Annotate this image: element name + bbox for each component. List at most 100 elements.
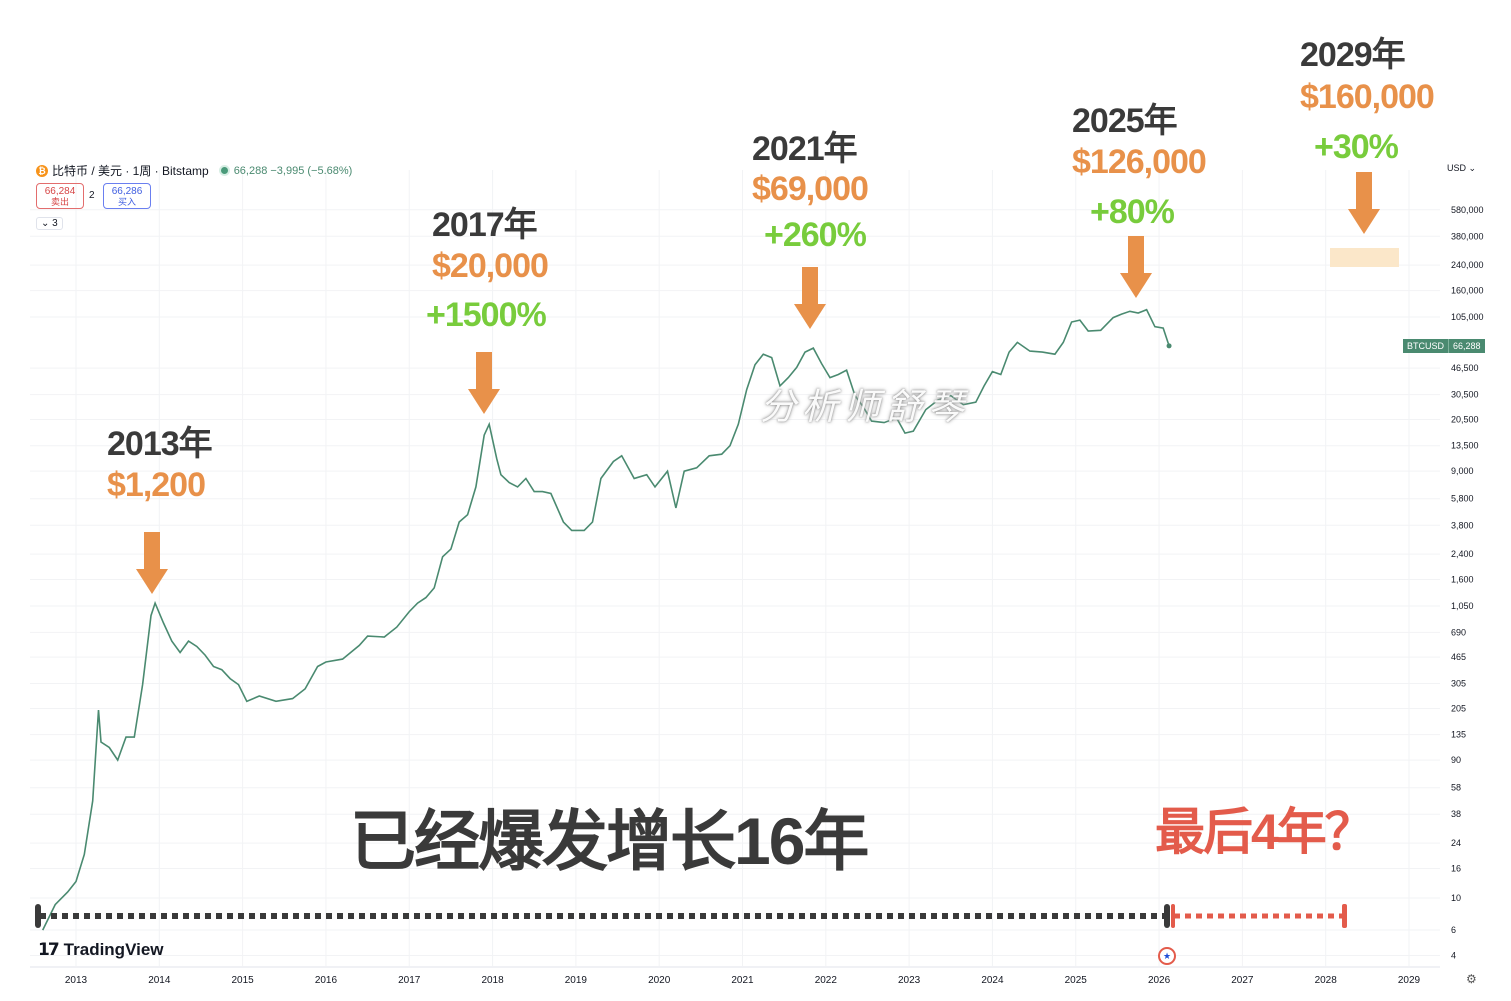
label-price-2013: $1,200	[107, 466, 206, 504]
last-price-point	[1166, 343, 1172, 349]
y-tick-label: 24	[1451, 838, 1461, 848]
y-tick-label: 240,000	[1451, 260, 1484, 270]
currency-selector[interactable]: USD ⌄	[1447, 163, 1477, 173]
buy-button[interactable]: 66,286 买入	[103, 183, 151, 209]
sell-label: 卖出	[50, 197, 69, 207]
timeline-future-start-cap	[1171, 904, 1175, 928]
y-tick-label: 2,400	[1451, 549, 1474, 559]
label-year-2029: 2029年	[1300, 36, 1406, 74]
label-growth-2029: +30%	[1314, 128, 1399, 166]
x-tick-label: 2022	[815, 975, 838, 986]
arrow-2017	[468, 352, 500, 414]
x-tick-label: 2019	[565, 975, 588, 986]
y-tick-label: 160,000	[1451, 286, 1484, 296]
watermark: 分析师舒琴	[760, 387, 971, 428]
x-tick-label: 2026	[1148, 975, 1171, 986]
y-tick-label: 380,000	[1451, 231, 1484, 241]
label-price-2025: $126,000	[1072, 143, 1207, 181]
symbol-header[interactable]: ₿ 比特币 / 美元 · 1周 · Bitstamp 66,288 −3,995…	[36, 162, 352, 179]
y-tick-label: 1,050	[1451, 601, 1474, 611]
tradingview-logo-icon: 𝟭𝟳	[38, 940, 60, 959]
currency-label: USD	[1447, 163, 1467, 173]
price-change: 66,288 −3,995 (−5.68%)	[233, 164, 353, 177]
x-tick-label: 2029	[1398, 975, 1421, 986]
label-year-2013: 2013年	[107, 425, 213, 463]
x-tick-label: 2028	[1315, 975, 1338, 986]
y-tick-label: 3,800	[1451, 520, 1474, 530]
x-axis: 2013 2014 2015 2016 2017 2018 2019 2020 2021 2022…	[65, 975, 1421, 986]
tradingview-logo[interactable]: 𝟭𝟳 TradingView	[38, 940, 164, 960]
arrow-2013	[136, 532, 168, 594]
x-tick-label: 2015	[232, 975, 255, 986]
grid-lines	[30, 170, 1440, 966]
label-growth-2017: +1500%	[426, 296, 547, 334]
x-tick-label: 2017	[398, 975, 421, 986]
y-tick-label: 20,500	[1451, 415, 1479, 425]
label-growth-2025: +80%	[1090, 193, 1175, 231]
x-tick-label: 2024	[981, 975, 1004, 986]
y-tick-label: 6	[1451, 925, 1456, 935]
y-tick-label: 105,000	[1451, 312, 1484, 322]
label-growth-2021: +260%	[764, 216, 867, 254]
label-year-2021: 2021年	[752, 130, 858, 168]
y-tick-label: 30,500	[1451, 390, 1479, 400]
future-title: 最后4年？	[1155, 804, 1375, 860]
bitcoin-icon: ₿	[36, 164, 48, 177]
ticker-symbol: BTCUSD	[1407, 341, 1445, 351]
y-tick-label: 690	[1451, 627, 1466, 637]
market-status-icon	[218, 165, 230, 176]
y-tick-label: 90	[1451, 755, 1461, 765]
buy-price: 66,286	[111, 186, 143, 197]
y-tick-label: 135	[1451, 730, 1466, 740]
label-price-2029: $160,000	[1300, 78, 1435, 116]
main-title: 已经爆发增长16年	[350, 804, 869, 878]
timeline-now-cap	[1164, 904, 1170, 928]
collapse-indicators-button[interactable]: ⌄ 3	[36, 217, 63, 230]
y-tick-label: 16	[1451, 864, 1461, 874]
arrow-2021	[794, 267, 826, 329]
label-price-2017: $20,000	[432, 247, 549, 285]
ticker-price: 66,288	[1448, 339, 1485, 353]
x-tick-label: 2016	[315, 975, 338, 986]
x-tick-label: 2020	[648, 975, 671, 986]
y-tick-label: 46,500	[1451, 363, 1479, 373]
label-price-2021: $69,000	[752, 170, 869, 208]
price-line	[41, 308, 1170, 931]
sell-price: 66,284	[44, 186, 76, 197]
y-tick-label: 5,800	[1451, 494, 1474, 504]
x-tick-label: 2023	[898, 975, 921, 986]
y-tick-label: 13,500	[1451, 441, 1479, 451]
sell-button[interactable]: 66,284 卖出	[36, 183, 84, 209]
arrow-2029	[1348, 172, 1380, 234]
y-axis: 4 6 10 16 24 38 58 90 135 205 305 465 690 1,050 1,600 2…	[1451, 205, 1484, 961]
us-flag-icon[interactable]: ★	[1158, 947, 1176, 965]
y-tick-label: 305	[1451, 679, 1466, 689]
buy-label: 买入	[117, 197, 136, 207]
arrow-2025	[1120, 236, 1152, 298]
x-tick-label: 2014	[148, 975, 171, 986]
timeline-start-cap	[35, 904, 41, 928]
timeline-end-cap	[1342, 904, 1347, 928]
label-year-2025: 2025年	[1072, 102, 1178, 140]
y-tick-label: 1,600	[1451, 575, 1474, 585]
x-tick-label: 2021	[731, 975, 754, 986]
y-tick-label: 58	[1451, 783, 1461, 793]
y-tick-label: 205	[1451, 703, 1466, 713]
y-tick-label: 38	[1451, 809, 1461, 819]
settings-icon[interactable]: ⚙	[1466, 972, 1477, 986]
y-tick-label: 4	[1451, 950, 1456, 960]
x-tick-label: 2013	[65, 975, 88, 986]
tradingview-logo-text: TradingView	[63, 940, 164, 959]
x-tick-label: 2018	[481, 975, 504, 986]
y-tick-label: 465	[1451, 652, 1466, 662]
x-tick-label: 2025	[1065, 975, 1088, 986]
x-tick-label: 2027	[1231, 975, 1254, 986]
label-year-2017: 2017年	[432, 206, 538, 244]
y-tick-label: 10	[1451, 893, 1461, 903]
y-tick-label: 580,000	[1451, 205, 1484, 215]
price-tag: BTCUSD 66,288	[1403, 339, 1485, 353]
y-tick-label: 9,000	[1451, 466, 1474, 476]
symbol-line: 比特币 / 美元 · 1周 · Bitstamp	[52, 164, 209, 178]
spread-value: 2	[89, 190, 95, 201]
